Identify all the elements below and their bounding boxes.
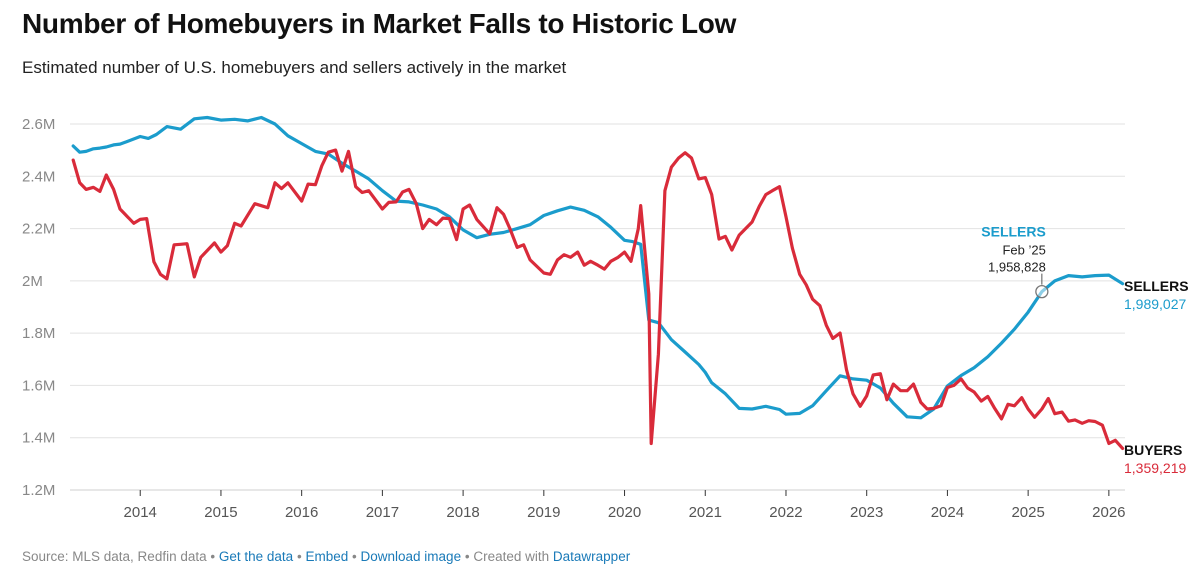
sellers-line[interactable] xyxy=(71,115,1125,420)
x-tick-label: 2018 xyxy=(446,504,479,521)
sellers-end-label: SELLERS xyxy=(1124,278,1189,294)
x-tick-label: 2025 xyxy=(1011,504,1044,521)
buyers-line[interactable] xyxy=(71,148,1125,450)
created-with-text: Created with xyxy=(473,549,550,564)
callout-series-label: SELLERS xyxy=(981,224,1046,240)
embed-link[interactable]: Embed xyxy=(305,549,349,564)
y-tick-label: 1.8M xyxy=(22,325,55,342)
y-tick-label: 1.4M xyxy=(22,430,55,447)
y-axis-ticks: 1.2M 1.4M 1.6M 1.8M 2M 2.2M 2.4M 2.6M xyxy=(22,116,55,499)
buyers-end-label: BUYERS xyxy=(1124,442,1182,458)
y-tick-label: 2.2M xyxy=(22,221,55,238)
source-note: Source: MLS data, Redfin data xyxy=(22,549,207,564)
x-tick-label: 2017 xyxy=(366,504,399,521)
annotation-layer: SELLERS Feb ’25 1,958,828 SELLERS 1,989,… xyxy=(981,224,1188,476)
x-tick-label: 2015 xyxy=(204,504,237,521)
x-tick-label: 2019 xyxy=(527,504,560,521)
chart-title: Number of Homebuyers in Market Falls to … xyxy=(22,8,737,39)
callout-marker[interactable] xyxy=(1035,284,1049,299)
footer-separator: • xyxy=(464,549,470,564)
get-data-link[interactable]: Get the data xyxy=(218,549,294,564)
footer-separator: • xyxy=(296,549,302,564)
sellers-end-value: 1,989,027 xyxy=(1124,296,1186,312)
x-tick-label: 2023 xyxy=(850,504,883,521)
x-tick-label: 2026 xyxy=(1092,504,1125,521)
callout-value-label: 1,958,828 xyxy=(988,260,1046,275)
download-image-link[interactable]: Download image xyxy=(360,549,462,564)
x-tick-label: 2022 xyxy=(769,504,802,521)
y-tick-label: 1.6M xyxy=(22,377,55,394)
callout-date-label: Feb ’25 xyxy=(1002,243,1045,258)
footer-separator: • xyxy=(352,549,357,564)
datawrapper-link[interactable]: Datawrapper xyxy=(552,549,631,564)
chart-footer: Source: MLS data, Redfin data • Get the … xyxy=(22,549,630,564)
y-tick-label: 2M xyxy=(22,273,43,290)
y-tick-label: 2.6M xyxy=(22,116,55,133)
footer-separator: • xyxy=(210,549,216,564)
buyers-end-value: 1,359,219 xyxy=(1124,460,1186,476)
x-tick-label: 2020 xyxy=(608,504,641,521)
y-tick-label: 2.4M xyxy=(22,168,55,185)
x-axis-ticks: 2014 2015 2016 2017 2018 2019 2020 2021 2022 2023… xyxy=(124,490,1126,521)
x-tick-label: 2021 xyxy=(689,504,722,521)
x-tick-label: 2014 xyxy=(124,504,157,521)
series-layer xyxy=(71,115,1125,450)
y-tick-label: 1.2M xyxy=(22,482,55,499)
x-tick-label: 2024 xyxy=(931,504,964,521)
x-tick-label: 2016 xyxy=(285,504,318,521)
grid-layer xyxy=(70,123,1125,491)
chart-subtitle: Estimated number of U.S. homebuyers and … xyxy=(22,58,567,77)
